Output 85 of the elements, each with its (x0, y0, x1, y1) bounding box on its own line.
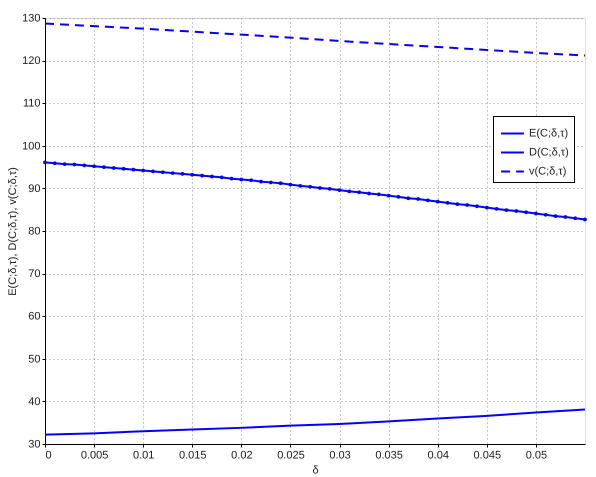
x-tick-label: 0.05 (526, 450, 548, 462)
y-tick-label: 50 (28, 353, 40, 366)
line-series (44, 22, 586, 56)
y-tick-label: 30 (28, 438, 40, 450)
legend-label: D(C;δ,τ) (529, 146, 569, 158)
x-axis-title: δ (312, 464, 319, 476)
point (514, 209, 518, 213)
point (475, 204, 479, 208)
point (455, 202, 460, 206)
y-axis-title: E(C;δ,τ), D(C;δ,τ), v(C;δ,τ) (7, 167, 20, 296)
point (308, 184, 312, 189)
point (357, 190, 362, 194)
point (230, 176, 234, 180)
point (112, 166, 116, 170)
point (298, 184, 302, 188)
point (141, 168, 146, 172)
point (494, 206, 499, 211)
x-tick-label: 0.015 (179, 450, 207, 462)
x-tick-label: 0.035 (375, 450, 403, 462)
point (386, 194, 391, 198)
point (72, 162, 76, 166)
point (43, 160, 47, 164)
point (259, 180, 263, 184)
point (544, 212, 548, 217)
point (220, 175, 224, 180)
point (160, 170, 165, 174)
point (484, 206, 489, 210)
point (504, 208, 508, 212)
point (406, 196, 410, 200)
point (190, 172, 194, 177)
point (446, 201, 450, 205)
point (376, 192, 381, 196)
y-tick-label: 80 (28, 226, 40, 238)
point (554, 214, 558, 218)
point (534, 212, 538, 216)
x-tick-label: 0.005 (80, 450, 108, 462)
y-tick-label: 60 (28, 310, 40, 323)
point (563, 215, 568, 219)
x-tick-label: 0.04 (428, 450, 449, 462)
point (288, 182, 292, 186)
point (62, 162, 67, 166)
point (131, 168, 136, 172)
point (583, 218, 587, 222)
point (465, 203, 470, 207)
y-tick-label: 130 (22, 12, 40, 24)
point (347, 190, 352, 194)
point (102, 165, 106, 169)
legend-label: E(C;δ,τ) (529, 127, 568, 140)
point (200, 174, 204, 178)
legend-label: v(C;δ,τ) (529, 165, 566, 178)
point (278, 181, 283, 186)
point (122, 166, 126, 171)
point (92, 164, 96, 168)
point (338, 188, 342, 192)
point (318, 186, 322, 190)
y-tick-label: 70 (28, 268, 40, 280)
point (436, 200, 440, 204)
point (180, 172, 184, 176)
point (573, 216, 578, 220)
point (210, 174, 214, 178)
point (170, 171, 175, 175)
point (151, 169, 155, 174)
y-tick-label: 100 (22, 140, 40, 152)
x-tick-label: 0.03 (329, 450, 351, 462)
point (52, 161, 57, 166)
point (396, 195, 400, 199)
x-tick-label: 0.045 (474, 450, 502, 462)
point (367, 192, 371, 196)
x-tick-label: 0 (46, 450, 52, 462)
x-tick-label: 0.01 (132, 450, 154, 462)
y-tick-label: 90 (28, 182, 40, 195)
x-tick-label: 0.025 (277, 450, 305, 462)
point (239, 178, 244, 182)
point (524, 210, 528, 214)
x-tick-label: 0.02 (231, 450, 253, 462)
point (82, 164, 86, 168)
point (416, 197, 420, 201)
y-tick-label: 40 (28, 396, 40, 408)
point (249, 178, 254, 182)
point (328, 186, 332, 191)
y-tick-label: 110 (22, 98, 40, 110)
point (426, 198, 430, 202)
point (268, 180, 273, 184)
line-series (44, 408, 586, 436)
y-tick-label: 120 (22, 55, 40, 68)
